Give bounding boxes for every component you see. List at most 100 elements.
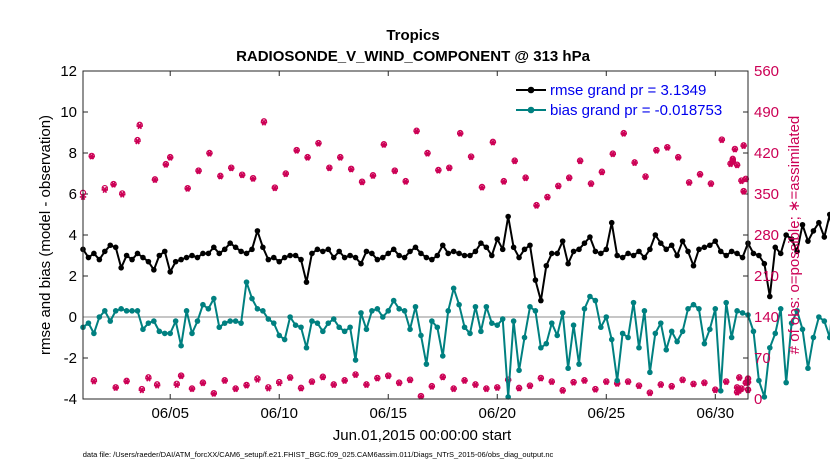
asterisk-stroke — [163, 161, 169, 168]
asterisk-stroke — [407, 377, 413, 384]
asterisk-stroke — [359, 179, 365, 186]
asterisk-stroke — [342, 377, 347, 385]
asterisk-stroke — [680, 377, 685, 384]
rmse-point — [102, 248, 108, 255]
y-tick-label: 8 — [69, 145, 77, 162]
bias-point — [499, 316, 506, 322]
rmse-point — [238, 248, 244, 255]
bias-point — [614, 377, 620, 384]
assimilated-obs-marker — [544, 194, 551, 201]
rmse-point — [379, 254, 386, 261]
asterisk-stroke — [545, 194, 550, 201]
rmse-point — [429, 256, 435, 263]
asterisk-stroke — [178, 372, 184, 380]
rmse-point — [161, 248, 168, 255]
asterisk-stroke — [392, 167, 398, 175]
rmse-point — [292, 252, 299, 259]
rmse-point — [641, 254, 648, 261]
assimilated-obs-marker — [424, 150, 431, 157]
asterisk-stroke — [621, 130, 627, 137]
y-tick-labels: -4 -2 0 2 4 6 8 10 12 — [60, 63, 77, 408]
rmse-point — [390, 246, 397, 253]
bias-point — [418, 332, 424, 339]
rmse-point — [254, 228, 261, 234]
rmse-point — [647, 246, 653, 253]
rmse-point — [559, 238, 566, 244]
asterisk-stroke — [207, 150, 212, 157]
rmse-point — [636, 248, 642, 255]
bias-point — [794, 308, 800, 314]
assimilated-obs-marker — [446, 165, 453, 172]
rmse-point — [374, 256, 381, 263]
asterisk-stroke — [582, 377, 587, 385]
asterisk-stroke — [305, 154, 310, 161]
rmse-point — [401, 254, 408, 261]
asterisk-stroke — [425, 150, 430, 157]
assimilated-obs-marker — [729, 158, 736, 165]
y2-axis-label: # of obs: o=possible; ∗=assimilated — [786, 116, 803, 355]
assimilated-obs-marker — [293, 147, 300, 154]
bias-point — [641, 308, 648, 314]
rmse-point — [194, 254, 201, 261]
assimilated-obs-marker — [489, 139, 497, 146]
rmse-point — [156, 252, 163, 259]
assimilated-obs-marker — [494, 384, 501, 392]
bias-point — [772, 330, 779, 337]
rmse-point — [608, 219, 615, 226]
rmse-point — [445, 250, 452, 257]
bias-point — [494, 322, 501, 329]
asterisk-stroke — [516, 385, 522, 392]
bias-point — [134, 308, 141, 314]
y2-tick-labels: 0 70 140 210 280 350 420 490 560 — [754, 63, 779, 408]
bias-point — [91, 330, 97, 337]
bias-point — [412, 303, 419, 310]
rmse-point — [772, 244, 779, 251]
bias-point — [379, 314, 386, 320]
rmse-point — [723, 252, 729, 259]
x-tick-label: 06/20 — [478, 405, 516, 422]
assimilated-obs-marker — [385, 372, 392, 380]
bias-point — [510, 318, 517, 324]
bias-point — [450, 285, 457, 292]
bias-point — [270, 320, 277, 326]
rmse-point — [260, 244, 266, 251]
assimilated-obs-marker — [151, 176, 159, 184]
data-file-footer: data file: /Users/raeder/DAI/ATM_forcXX/… — [83, 450, 554, 459]
assimilated-obs-marker — [308, 378, 316, 386]
bias-point — [663, 347, 670, 353]
rmse-point — [314, 246, 321, 253]
assimilated-obs-marker — [515, 385, 523, 392]
assimilated-obs-marker — [690, 381, 697, 388]
assimilated-obs-marker — [679, 377, 686, 384]
rmse-point — [712, 238, 719, 244]
rmse-point — [717, 248, 724, 255]
rmse-point — [821, 234, 828, 240]
bias-point — [467, 330, 473, 337]
asterisk-stroke — [566, 175, 572, 182]
bias-point — [227, 318, 233, 324]
bias-point — [750, 328, 757, 335]
asterisk-stroke — [571, 379, 576, 386]
assimilated-obs-marker — [276, 380, 283, 387]
rmse-point — [739, 254, 746, 261]
asterisk-stroke — [603, 378, 609, 386]
asterisk-stroke — [174, 381, 180, 389]
assimilated-obs-marker — [119, 191, 126, 198]
bias-point — [690, 301, 697, 308]
rmse-point — [587, 234, 593, 240]
assimilated-obs-marker — [380, 141, 388, 148]
asterisk-stroke — [331, 381, 337, 389]
asterisk-stroke — [593, 386, 598, 393]
rmse-point — [112, 244, 119, 251]
asterisk-stroke — [741, 188, 746, 195]
rmse-point — [303, 279, 310, 285]
assimilated-obs-marker — [428, 383, 436, 390]
asterisk-stroke — [111, 181, 116, 188]
bias-point — [232, 318, 239, 324]
assimilated-obs-marker — [206, 150, 213, 157]
asterisk-stroke — [298, 385, 304, 392]
assimilated-obs-marker — [467, 153, 475, 161]
bias-point — [243, 279, 250, 285]
rmse-point — [123, 252, 130, 259]
legend-rmse-marker — [527, 86, 535, 94]
